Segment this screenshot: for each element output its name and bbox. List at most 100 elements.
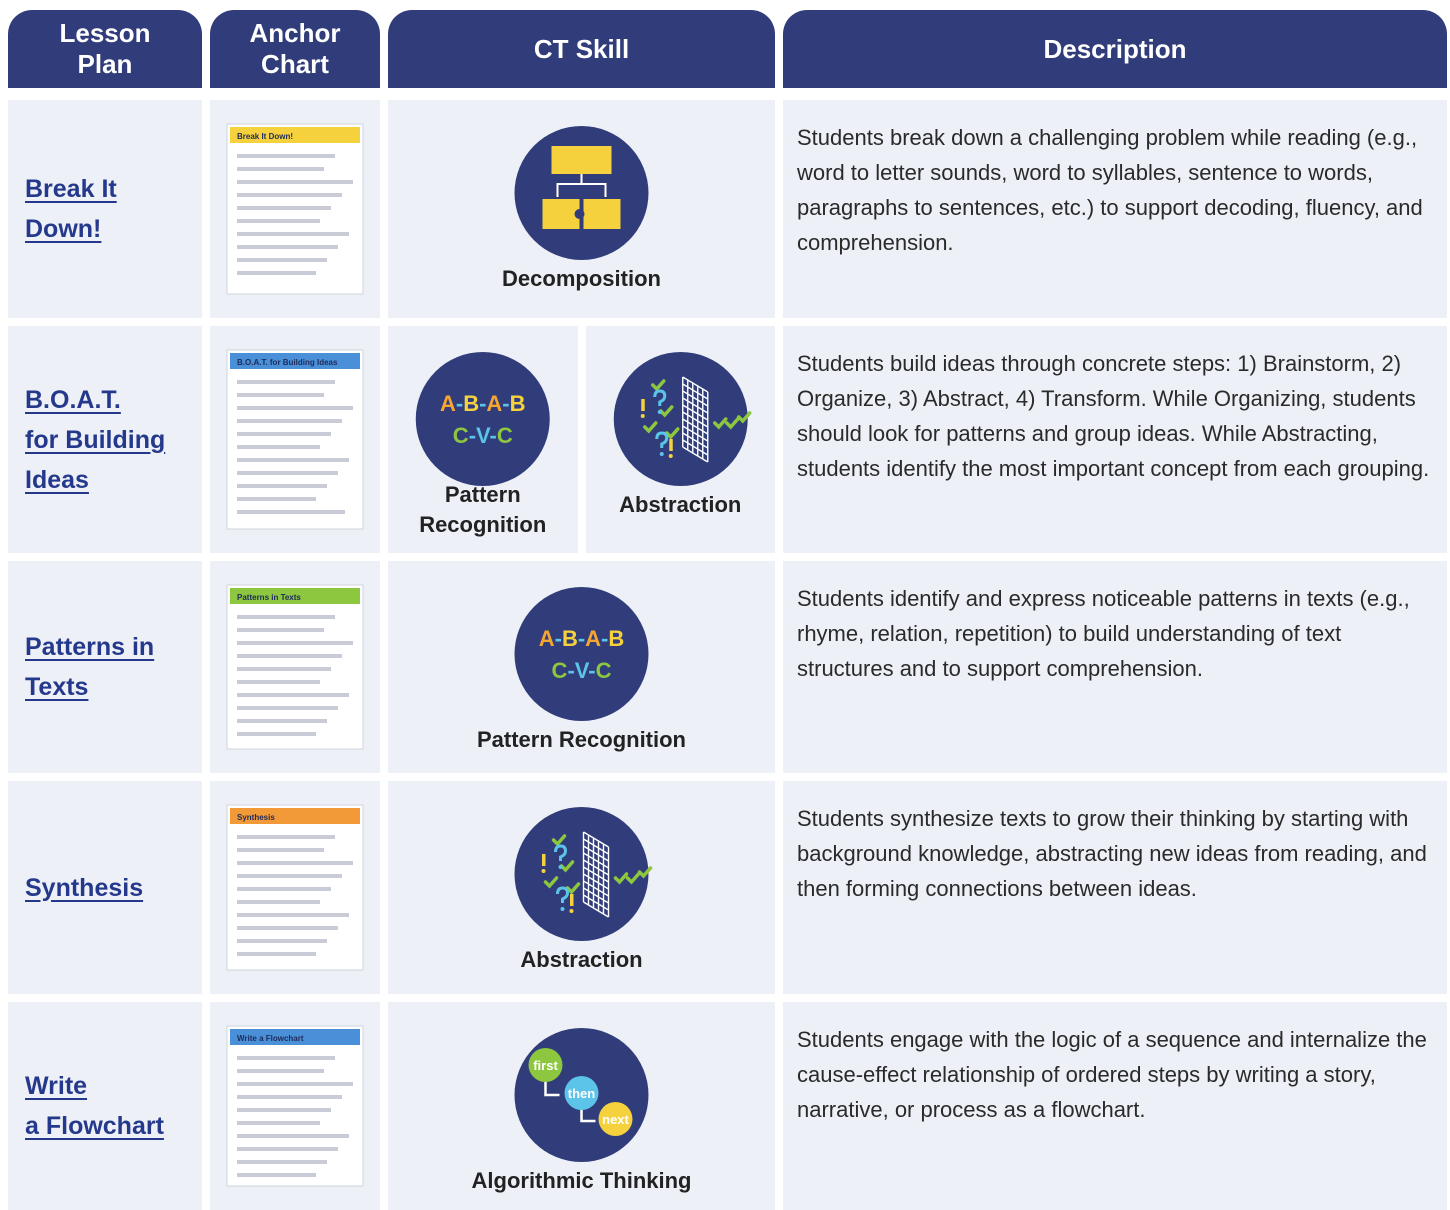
thumb-line — [237, 874, 342, 878]
lesson-plan-link[interactable]: Patterns in — [25, 633, 155, 661]
ct-skill-label: Decomposition — [502, 266, 661, 291]
icon-circle — [613, 352, 748, 486]
thumb-line — [237, 680, 320, 684]
thumb-title: Write a Flowchart — [237, 1034, 304, 1043]
thumb-title-bar — [230, 588, 360, 604]
description-cell: Students synthesize texts to grow their … — [783, 781, 1447, 994]
thumb-line — [237, 719, 327, 723]
lesson-plan-link[interactable]: B.O.A.T. — [25, 385, 121, 414]
question-mark — [652, 389, 666, 406]
ct-skill-icon — [613, 352, 751, 486]
lesson-plan-link[interactable]: Write — [25, 1072, 88, 1100]
thumb-line — [237, 458, 349, 462]
thumb-line — [237, 484, 327, 488]
lesson-plan-link[interactable]: Down! — [25, 215, 102, 243]
icon-text: A-B-A-B — [440, 391, 526, 416]
check — [625, 872, 641, 885]
icon-tree — [556, 174, 607, 197]
lesson-plan-link[interactable]: Break It — [25, 175, 117, 203]
anchor-chart-thumbnail: Patterns in Texts — [226, 584, 364, 750]
thumb-paper — [226, 1025, 364, 1187]
thumb-line — [237, 1160, 327, 1164]
thumb-line — [237, 952, 316, 956]
thumb-line — [237, 471, 338, 475]
description-cell: Students identify and express noticeable… — [783, 561, 1447, 773]
check — [637, 866, 653, 879]
anchor-chart-thumbnail: Write a Flowchart — [226, 1025, 364, 1187]
thumb-line — [237, 180, 353, 184]
thumb-line — [237, 193, 342, 197]
thumb-line — [237, 1147, 338, 1151]
check — [736, 411, 751, 424]
lesson-plan-link[interactable]: Synthesis — [25, 873, 144, 902]
anchor-chart-cell: Synthesis — [210, 781, 380, 994]
icon-circle — [415, 352, 550, 486]
ct-skill-label: Pattern Recognition — [476, 727, 686, 752]
column-header: Description — [783, 10, 1447, 88]
ct-skill-label: Abstraction — [520, 947, 643, 972]
ct-skill-icon: first then next — [514, 1028, 649, 1162]
thumb-line — [237, 219, 320, 223]
thumb-line — [237, 1134, 349, 1138]
icon-knob — [574, 209, 585, 219]
check — [664, 427, 679, 440]
thumb-paper — [226, 349, 364, 530]
thumb-title-bar — [230, 808, 360, 824]
thumb-line — [237, 706, 338, 710]
icon-circle — [514, 587, 649, 721]
thumb-line — [237, 380, 335, 384]
lesson-plan-link[interactable]: Ideas — [25, 465, 89, 494]
exclaim-bar — [640, 399, 645, 411]
icon-text: C-V-C — [453, 423, 513, 448]
exclaim-dot — [569, 909, 574, 913]
thumb-line — [237, 167, 324, 171]
question-mark — [556, 886, 570, 903]
thumb-line — [237, 245, 338, 249]
thumb-line — [237, 1121, 320, 1125]
anchor-chart-cell: Write a Flowchart — [210, 1002, 380, 1210]
icon-step — [528, 1048, 563, 1082]
anchor-chart-cell: Patterns in Texts — [210, 561, 380, 773]
thumb-title-bar — [230, 353, 360, 369]
thumb-line — [237, 887, 331, 891]
lesson-plan-cell: B.O.A.T. for Building Ideas — [8, 326, 202, 553]
icon-block — [551, 146, 612, 174]
thumb-line — [237, 258, 327, 262]
exclaim-dot — [640, 414, 645, 418]
thumb-line — [237, 835, 335, 839]
check — [658, 405, 673, 418]
icon-circle — [514, 807, 649, 941]
check — [712, 417, 727, 430]
ct-skill-cell: Abstraction — [585, 326, 775, 553]
thumb-line — [237, 913, 349, 917]
lesson-plan-link[interactable]: for Building — [25, 425, 166, 454]
icon-text: C-V-C — [552, 658, 612, 683]
ct-skill-label: Pattern Recognition — [419, 482, 547, 537]
thumb-line — [237, 510, 345, 514]
icon-step — [564, 1076, 599, 1110]
check — [613, 872, 629, 885]
thumb-line — [237, 406, 353, 410]
thumb-line — [237, 393, 324, 397]
ct-skill-icon — [514, 126, 649, 260]
icon-text: next — [602, 1112, 629, 1127]
thumb-title: B.O.A.T. for Building Ideas — [237, 358, 338, 367]
lesson-plan-link[interactable]: a Flowchart — [25, 1112, 164, 1140]
thumb-line — [237, 1173, 316, 1177]
lesson-plan-link[interactable]: Texts — [25, 673, 89, 701]
thumb-line — [237, 654, 342, 658]
thumb-line — [237, 445, 320, 449]
anchor-chart-thumbnail: Break It Down! — [226, 123, 364, 295]
icon-text: first — [533, 1058, 558, 1073]
anchor-chart-cell: B.O.A.T. for Building Ideas — [210, 326, 380, 553]
ct-skill-cell: A-B-A-B C-V-C Pattern Recognition — [388, 561, 775, 773]
thumb-title: Break It Down! — [237, 132, 293, 141]
icon-text: A-B-A-B — [539, 626, 625, 651]
description-cell: Students engage with the logic of a sequ… — [783, 1002, 1447, 1210]
ct-skill-icon: A-B-A-B C-V-C — [415, 352, 550, 486]
thumb-line — [237, 1082, 353, 1086]
ct-skill-icon — [514, 807, 653, 941]
thumb-line — [237, 732, 316, 736]
exclaim-dot — [541, 869, 546, 873]
icon-block — [583, 199, 621, 229]
